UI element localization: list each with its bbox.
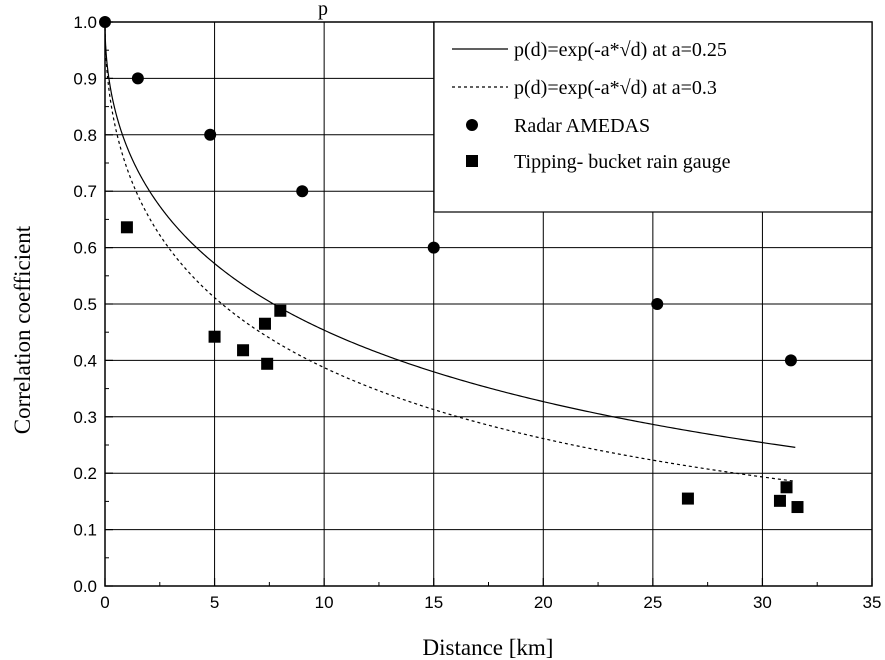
x-tick-label: 10 xyxy=(315,593,334,612)
data-points xyxy=(99,16,804,514)
x-tick-label: 25 xyxy=(643,593,662,612)
rain-gauge-point xyxy=(780,481,793,494)
x-tick-label: 20 xyxy=(534,593,553,612)
x-tick-label: 30 xyxy=(753,593,772,612)
series-curve-1 xyxy=(104,22,796,482)
y-tick-label: 0.7 xyxy=(73,182,97,201)
rain-gauge-point xyxy=(237,344,250,357)
rain-gauge-point xyxy=(681,492,694,505)
y-tick-label: 0.1 xyxy=(73,521,97,540)
rain-gauge-point xyxy=(274,304,287,317)
ticks: 0 5 10 15 20 25 30 35 0.0 0.1 0.2 0.3 0.4 0.5 0.6 0.7 0.… xyxy=(73,13,881,612)
rain-gauge-point xyxy=(791,501,804,514)
radar-amedas-point xyxy=(651,298,664,310)
rain-gauge-point xyxy=(261,357,274,370)
legend-label-gauge: Tipping- bucket rain gauge xyxy=(514,151,731,173)
chart-title-fragment: p xyxy=(318,0,328,20)
y-tick-label: 0.6 xyxy=(73,239,97,258)
legend-box xyxy=(433,21,873,213)
radar-amedas-point xyxy=(99,16,111,28)
rain-gauge-point xyxy=(773,494,786,507)
radar-amedas-point xyxy=(296,185,309,198)
x-tick-label: 0 xyxy=(100,593,109,612)
y-tick-label: 1.0 xyxy=(73,13,97,32)
radar-amedas-point xyxy=(131,72,144,85)
legend-label-radar: Radar AMEDAS xyxy=(514,115,650,137)
rain-gauge-point xyxy=(208,330,221,343)
y-tick-label: 0.3 xyxy=(73,408,97,427)
x-tick-label: 15 xyxy=(424,593,443,612)
legend-square-marker xyxy=(466,155,478,167)
y-axis-title: Correlation coefficient xyxy=(10,225,35,434)
rain-gauge-point xyxy=(120,221,133,234)
y-tick-label: 0.4 xyxy=(73,351,97,370)
rain-gauge-point xyxy=(258,317,271,330)
y-tick-label: 0.5 xyxy=(73,295,97,314)
y-tick-label: 0.9 xyxy=(73,69,97,88)
radar-amedas-point xyxy=(204,128,217,141)
y-tick-label: 0.0 xyxy=(73,577,97,596)
legend-label-a025: p(d)=exp(-a*√d) at a=0.25 xyxy=(514,39,727,61)
radar-amedas-point xyxy=(784,354,797,367)
legend-circle-marker xyxy=(466,119,478,131)
x-tick-label: 5 xyxy=(210,593,219,612)
y-tick-label: 0.2 xyxy=(73,464,97,483)
x-axis-title: Distance [km] xyxy=(423,635,554,660)
x-tick-label: 35 xyxy=(863,593,882,612)
legend-label-a03: p(d)=exp(-a*√d) at a=0.3 xyxy=(514,77,717,99)
y-tick-label: 0.8 xyxy=(73,126,97,145)
radar-amedas-point xyxy=(427,241,440,254)
legend: p(d)=exp(-a*√d) at a=0.25 p(d)=exp(-a*√d… xyxy=(433,21,873,213)
